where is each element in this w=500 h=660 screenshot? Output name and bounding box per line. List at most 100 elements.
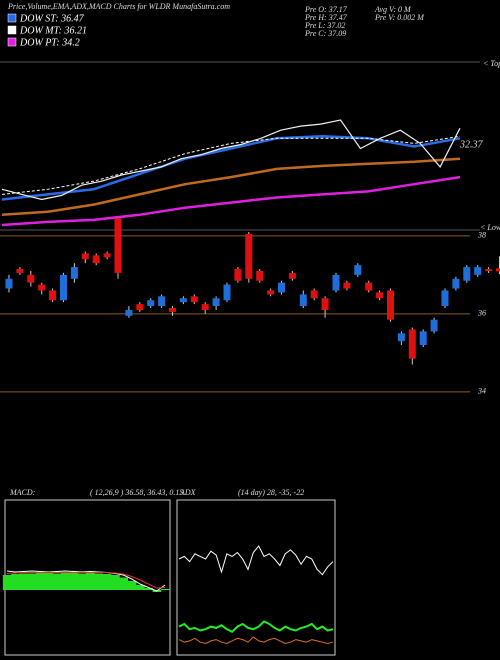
candle-body [441,290,449,307]
macd-line [6,570,166,592]
candle-body [288,272,296,279]
macd-bar [69,573,79,590]
candle-body [397,333,405,342]
candle-body [190,296,198,303]
info-text: Pre V: 0.002 M [374,13,425,22]
candle-body [332,274,340,291]
candle-body [169,308,176,312]
candle-body [485,269,493,271]
candle-body [16,269,24,273]
legend-label: DOW MT: 36.21 [19,25,87,36]
panel-title: MACD: [9,488,36,497]
candle-body [60,274,67,301]
candle-body [299,294,307,307]
candle-body [147,300,155,307]
candle-body [408,329,416,359]
legend-swatch [7,25,17,35]
candle-body [343,282,351,289]
annotation: < Lower [480,223,500,232]
macd-bar [27,573,37,590]
candle-body [463,267,471,281]
panel-title: ADX [179,488,197,497]
candle-body [179,298,187,303]
info-text: Pre H: 37.47 [304,13,348,22]
macd-bar [11,574,20,590]
macd-bar [160,589,170,590]
macd-bar [102,574,112,590]
legend-swatch [7,13,17,23]
candle-body [245,233,253,279]
macd-bar [77,573,87,590]
page-title: Price,Volume,EMA,ADX,MACD Charts for WLD… [7,2,230,11]
candle-body [103,253,111,258]
candle-body [387,290,394,320]
candle-body [321,298,329,310]
candle-body [496,268,500,272]
macd-line [6,572,166,589]
candle-body [81,253,89,260]
candle-body [201,304,209,310]
adx-panel [176,499,336,656]
macd-bar [19,573,29,590]
candle-body [223,284,231,301]
candle-body [27,274,35,283]
panel-subtitle: (14 day) 28, -35, -22 [238,488,304,497]
macd-bar [127,581,137,590]
macd-bar [61,573,70,590]
candle-body [114,218,122,273]
adx-line [178,545,334,576]
legend-label: DOW PT: 34.2 [19,37,80,48]
info-text: Pre C: 37.09 [304,29,346,38]
macd-bar [36,573,45,590]
adx-line [178,620,334,634]
annotation: < Top [483,59,500,68]
macd-bar [119,577,129,590]
candle-body [419,331,427,346]
ema-line [1,175,461,227]
panel-subtitle: ( 12,26,9 ) 36.58, 36.43, 0.15 [90,488,183,497]
y-tick-label: 38 [477,231,486,240]
candle-body [376,292,384,299]
candle-body [278,282,285,293]
info-text: Pre O: 37.17 [304,5,348,14]
candle-body [474,267,482,275]
ema-line [1,157,461,217]
candle-body [430,319,438,332]
macd-bar [86,573,95,590]
ema-line [1,135,461,195]
y-tick-label: 36 [477,309,486,318]
candle-body [354,265,362,275]
candle-body [158,296,166,307]
candle-body [70,267,78,279]
info-text: Avg V: 0 M [374,5,412,14]
candle-body [125,309,133,316]
y-tick-label: 34 [477,387,486,396]
candle-body [136,304,144,310]
candle-body [267,290,275,295]
macd-bar [2,575,12,590]
candle-body [365,282,373,291]
macd-bar [110,575,120,590]
legend-swatch [7,37,17,47]
macd-bar [135,585,145,590]
ema-line [1,135,461,201]
candle-body [92,255,100,264]
info-text: Pre L: 37.02 [304,21,345,30]
ema-line [1,119,461,201]
candle-body [212,298,220,307]
annotation: 32.37 [459,139,484,150]
candle-body [38,284,46,291]
candle-body [5,278,13,289]
macd-bar [44,573,54,590]
adx-line [178,636,334,645]
macd-bar [52,573,62,590]
candle-body [234,269,242,281]
candle-body [49,290,57,301]
legend-label: DOW ST: 36.47 [19,13,85,24]
macd-bar [144,588,154,590]
macd-bar [94,573,104,590]
candle-body [452,278,460,289]
candle-body [310,290,318,299]
candle-body [256,270,264,281]
